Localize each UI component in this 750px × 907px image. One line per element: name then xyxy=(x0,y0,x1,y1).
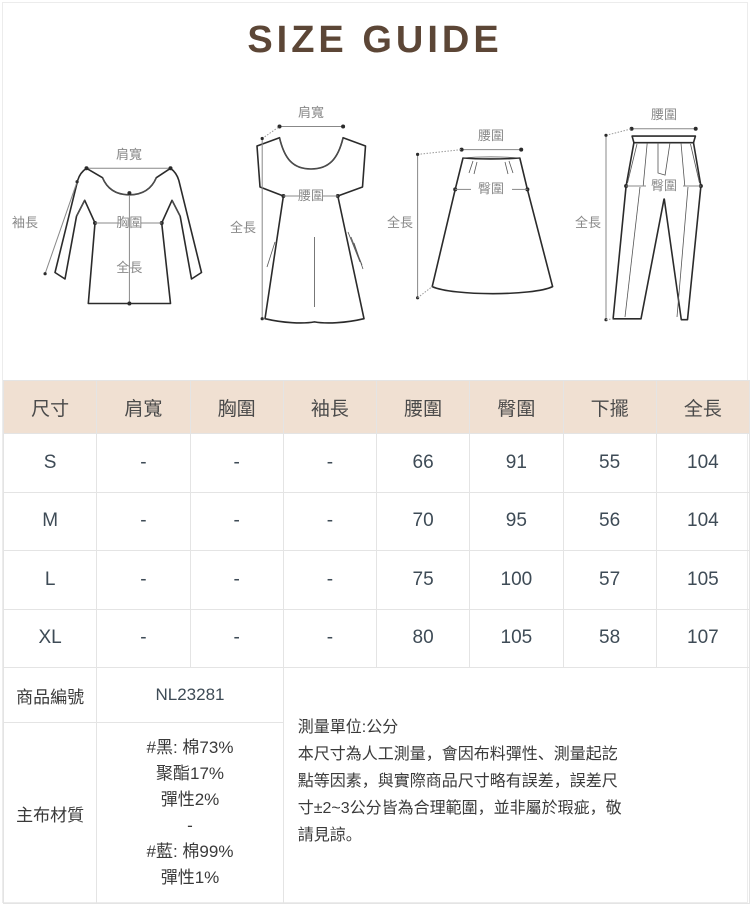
svg-text:袖長: 袖長 xyxy=(12,215,38,230)
svg-text:肩寬: 肩寬 xyxy=(298,105,324,120)
svg-text:胸圍: 胸圍 xyxy=(116,215,142,230)
svg-text:全長: 全長 xyxy=(230,220,256,235)
svg-text:腰圍: 腰圍 xyxy=(651,107,677,122)
svg-text:腰圍: 腰圍 xyxy=(298,188,324,203)
svg-text:臀圍: 臀圍 xyxy=(478,181,504,196)
svg-text:臀圍: 臀圍 xyxy=(651,178,677,193)
svg-text:全長: 全長 xyxy=(575,215,601,230)
svg-text:肩寬: 肩寬 xyxy=(116,147,142,162)
svg-text:腰圍: 腰圍 xyxy=(478,128,504,143)
svg-text:全長: 全長 xyxy=(116,260,142,275)
svg-text:全長: 全長 xyxy=(387,215,413,230)
